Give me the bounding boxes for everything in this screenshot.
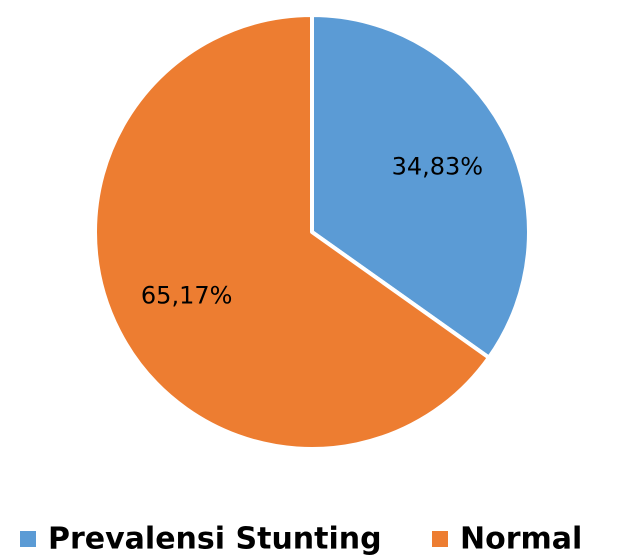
legend-swatch bbox=[432, 531, 448, 547]
legend-swatch bbox=[20, 531, 36, 547]
legend-label: Normal bbox=[460, 522, 582, 557]
legend-label: Prevalensi Stunting bbox=[48, 522, 382, 557]
data-label: 65,17% bbox=[141, 282, 233, 310]
pie-slice bbox=[310, 13, 531, 360]
data-label: 34,83% bbox=[392, 152, 484, 180]
pie-slice bbox=[93, 13, 491, 451]
